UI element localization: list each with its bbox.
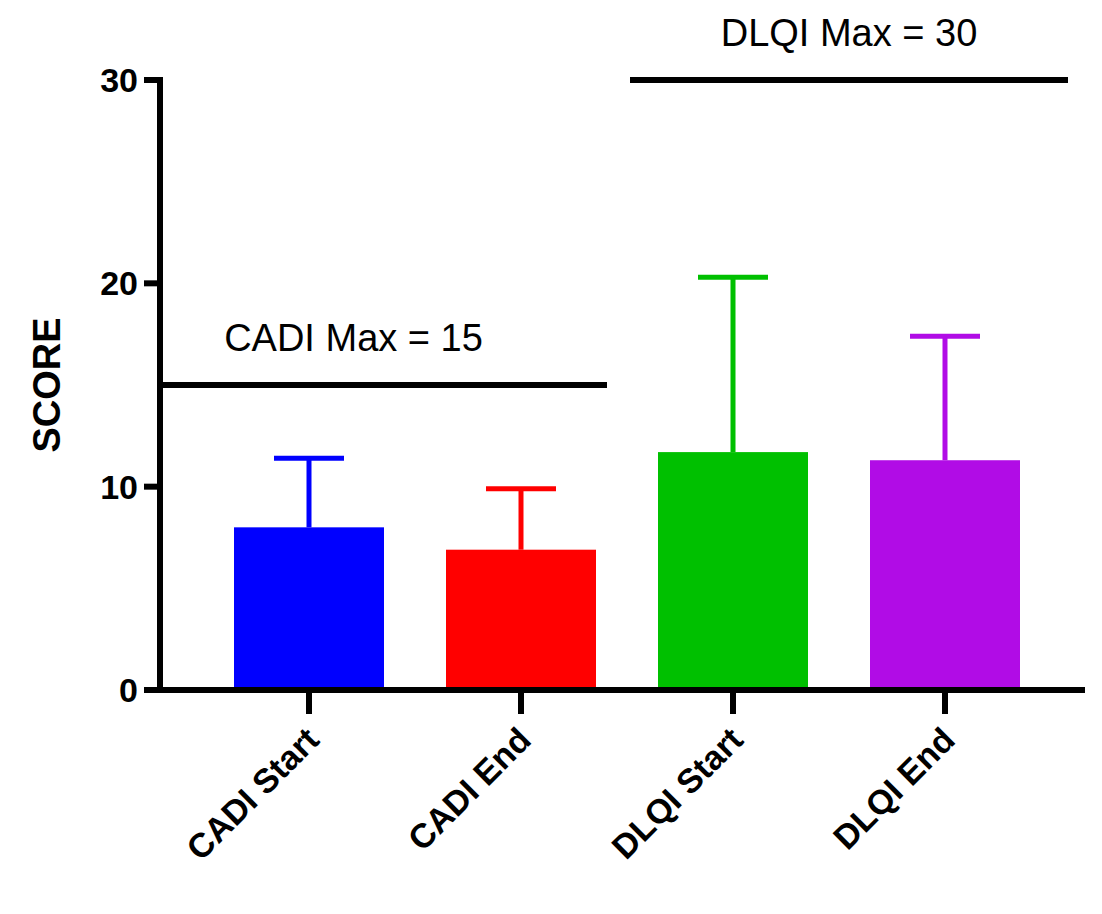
y-axis-label: SCORE bbox=[26, 317, 68, 452]
y-tick-label: 30 bbox=[100, 61, 138, 99]
y-tick bbox=[144, 280, 160, 286]
x-tick bbox=[306, 690, 312, 714]
error-stem bbox=[943, 336, 948, 460]
error-cap bbox=[486, 486, 556, 491]
error-stem bbox=[519, 489, 524, 550]
bar bbox=[658, 452, 808, 690]
error-cap bbox=[274, 456, 344, 461]
bar bbox=[234, 527, 384, 690]
error-stem bbox=[307, 458, 312, 527]
error-bar bbox=[274, 458, 344, 527]
x-tick-label: CADI Start bbox=[179, 720, 326, 867]
chart: 0 10 20 30 CADI Start CADI End DLQI Start DLQI … bbox=[0, 0, 1102, 914]
x-tick-label: DLQI Start bbox=[604, 720, 750, 866]
y-tick bbox=[144, 77, 160, 83]
x-tick bbox=[942, 690, 948, 714]
x-tick-label: DLQI End bbox=[826, 720, 962, 856]
x-tick bbox=[730, 690, 736, 714]
error-bar bbox=[486, 489, 556, 550]
annotation-text: CADI Max = 15 bbox=[224, 317, 483, 359]
annotation-line bbox=[630, 77, 1068, 83]
error-cap bbox=[910, 334, 980, 339]
annotation-line bbox=[160, 382, 607, 388]
x-tick bbox=[518, 690, 524, 714]
x-tick-label: CADI End bbox=[400, 720, 538, 858]
error-cap bbox=[698, 275, 768, 280]
y-tick-label: 0 bbox=[119, 671, 138, 709]
bar bbox=[446, 550, 596, 690]
y-tick bbox=[144, 484, 160, 490]
y-tick-label: 20 bbox=[100, 264, 138, 302]
error-bar bbox=[910, 336, 980, 460]
y-tick-label: 10 bbox=[100, 468, 138, 506]
y-tick bbox=[144, 687, 160, 693]
bar bbox=[870, 460, 1020, 690]
annotation-text: DLQI Max = 30 bbox=[721, 12, 978, 54]
error-bar bbox=[698, 277, 768, 452]
error-stem bbox=[731, 277, 736, 452]
